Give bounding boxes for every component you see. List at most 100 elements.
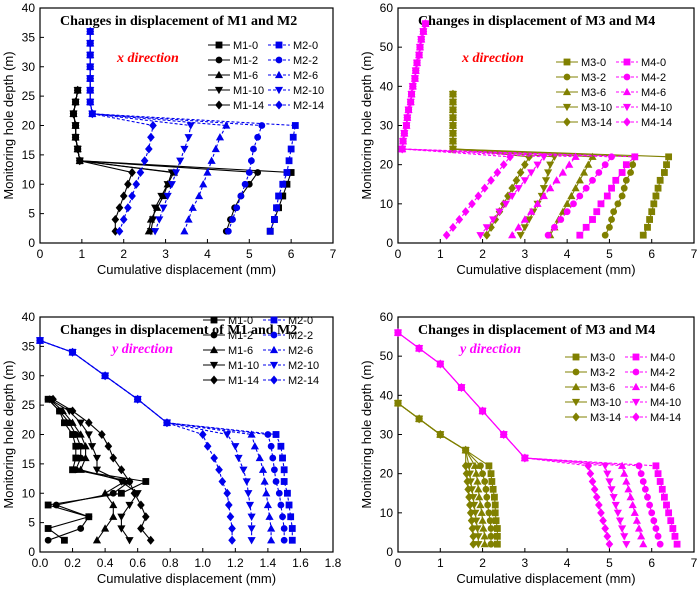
data-point	[128, 168, 136, 177]
series-M1-10	[45, 396, 142, 545]
data-point	[272, 478, 280, 485]
data-point	[264, 431, 272, 438]
data-point	[125, 537, 134, 545]
x-tick-label: 1	[437, 556, 444, 570]
data-point	[215, 465, 223, 475]
y-tick-label: 10	[380, 506, 394, 520]
data-point	[605, 478, 614, 486]
data-point	[493, 540, 501, 548]
data-point	[482, 224, 491, 232]
x-tick-label: 0.8	[162, 556, 179, 570]
data-point	[487, 175, 495, 185]
series-M1-10	[69, 87, 176, 236]
data-point	[124, 203, 132, 213]
series-M1-14	[49, 394, 155, 545]
legend-item: M2-0	[263, 315, 313, 327]
data-point	[652, 462, 660, 470]
data-point	[77, 525, 85, 532]
data-point	[601, 161, 609, 169]
data-point	[242, 478, 251, 486]
legend-label: M1-0	[233, 40, 258, 52]
data-point	[272, 431, 280, 438]
data-point	[663, 501, 670, 509]
data-point	[442, 230, 451, 240]
data-point	[203, 441, 212, 451]
data-point	[241, 180, 249, 188]
data-point	[68, 418, 77, 426]
data-point	[624, 485, 633, 493]
data-point	[612, 176, 620, 184]
data-point	[247, 513, 256, 521]
data-point	[44, 501, 52, 509]
data-point	[273, 204, 280, 212]
data-point	[656, 540, 664, 548]
legend-label: M2-2	[293, 55, 318, 67]
legend-item: M1-14	[203, 375, 259, 387]
data-point	[128, 191, 136, 201]
data-point	[277, 442, 285, 450]
legend-item: M3-14	[565, 412, 621, 424]
data-point	[400, 128, 409, 138]
data-point	[149, 121, 157, 130]
direction-annotation: y direction	[458, 342, 521, 357]
data-point	[667, 517, 675, 525]
data-point	[618, 525, 627, 533]
data-point	[527, 207, 536, 215]
data-point	[68, 406, 77, 416]
data-point	[69, 109, 78, 119]
x-axis-label: Cumulative displacement (mm)	[97, 262, 276, 277]
data-point	[637, 532, 646, 540]
y-tick-label: 35	[22, 339, 36, 353]
data-point	[618, 169, 626, 176]
legend-item: M4-10	[625, 397, 681, 409]
y-tick-label: 5	[28, 207, 35, 221]
legend-marker	[572, 353, 580, 361]
legend-item: M1-10	[203, 360, 259, 372]
data-point	[68, 347, 77, 357]
data-point	[415, 343, 423, 353]
legend-item: M3-0	[556, 57, 606, 69]
legend-marker	[275, 41, 283, 49]
data-point	[86, 97, 95, 107]
data-point	[267, 524, 276, 532]
data-point	[473, 477, 482, 485]
data-point	[466, 508, 475, 518]
legend-label: M1-6	[228, 345, 253, 357]
data-point	[544, 169, 553, 177]
data-point	[650, 517, 658, 525]
legend-item: M1-2	[203, 330, 253, 342]
data-point	[601, 524, 610, 533]
data-point	[88, 443, 97, 451]
legend-item: M4-14	[625, 412, 681, 424]
series-M1-6	[45, 395, 129, 544]
data-point	[137, 500, 145, 510]
legend-marker	[270, 331, 278, 339]
y-tick-label: 40	[380, 79, 394, 93]
legend-label: M3-0	[590, 352, 615, 364]
data-point	[567, 191, 576, 200]
legend-marker	[274, 70, 284, 79]
legend-item: M3-0	[565, 352, 615, 364]
data-point	[669, 525, 677, 532]
legend-label: M4-0	[650, 352, 675, 364]
data-point	[125, 501, 134, 510]
data-point	[176, 157, 185, 165]
data-point	[512, 175, 521, 185]
data-point	[474, 191, 483, 201]
x-tick-label: 1.4	[260, 556, 277, 570]
data-point	[464, 484, 472, 494]
data-point	[224, 227, 232, 235]
data-point	[584, 461, 593, 471]
data-point	[461, 445, 470, 455]
legend-item: M3-6	[565, 382, 615, 394]
data-point	[648, 509, 656, 517]
data-point	[461, 461, 470, 471]
legend-marker	[214, 70, 224, 79]
data-point	[575, 176, 584, 184]
data-point	[603, 192, 611, 200]
data-point	[86, 62, 95, 72]
x-tick-label: 2	[479, 556, 486, 570]
data-point	[223, 488, 231, 498]
series-M4-14	[394, 328, 614, 549]
data-point	[115, 226, 124, 236]
